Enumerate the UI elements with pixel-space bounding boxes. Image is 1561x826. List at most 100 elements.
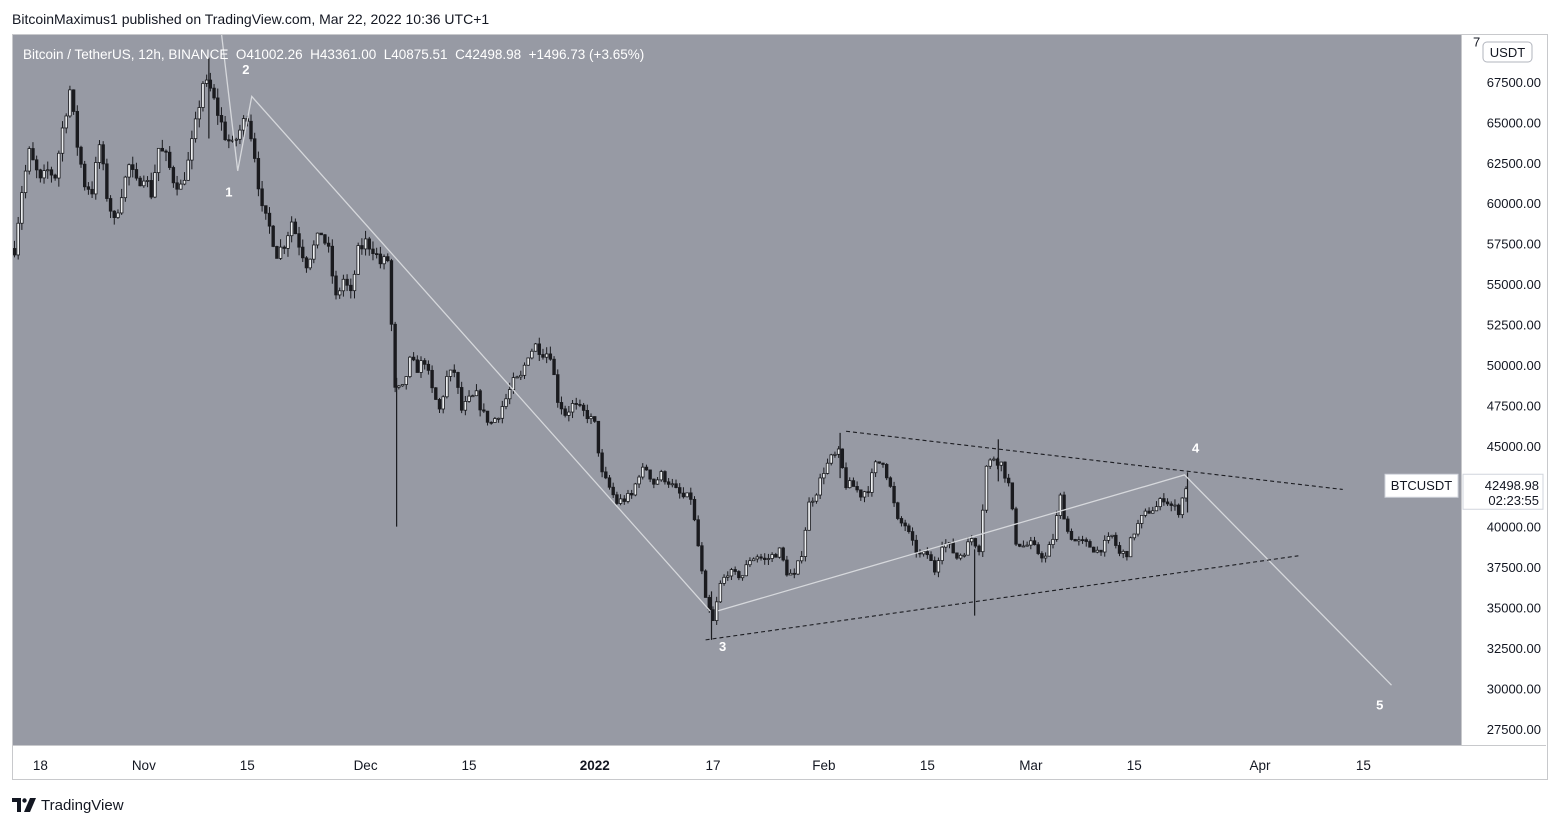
candle-down[interactable]	[345, 278, 349, 286]
time-tick-label[interactable]: 15	[462, 758, 477, 773]
candle-down[interactable]	[482, 409, 486, 412]
candle-down[interactable]	[840, 448, 845, 469]
candle-down[interactable]	[556, 374, 560, 403]
candle-down[interactable]	[877, 461, 881, 464]
candle-up[interactable]	[64, 115, 68, 129]
candle-down[interactable]	[105, 163, 109, 199]
candle-down[interactable]	[933, 560, 937, 573]
candle-up[interactable]	[766, 558, 771, 560]
candle-up[interactable]	[829, 454, 833, 464]
candle-down[interactable]	[75, 111, 79, 148]
candle-up[interactable]	[57, 152, 61, 179]
candle-up[interactable]	[522, 364, 527, 376]
time-tick-label[interactable]: 15	[920, 758, 935, 773]
candle-up[interactable]	[807, 501, 811, 531]
candle-down[interactable]	[899, 518, 904, 524]
bar-countdown-label[interactable]: 02:23:55	[1488, 493, 1539, 508]
candle-down[interactable]	[973, 538, 978, 547]
candle-up[interactable]	[589, 416, 593, 420]
candle-down[interactable]	[90, 188, 94, 195]
candle-down[interactable]	[884, 464, 889, 479]
candle-down[interactable]	[1162, 498, 1166, 503]
candle-down[interactable]	[674, 483, 678, 488]
candle-down[interactable]	[134, 169, 139, 179]
candle-down[interactable]	[781, 547, 785, 561]
candle-down[interactable]	[1036, 544, 1040, 554]
candle-down[interactable]	[149, 180, 153, 198]
price-tick-label-partial[interactable]: 7	[1473, 35, 1480, 49]
candle-up[interactable]	[127, 164, 131, 178]
candle-down[interactable]	[260, 188, 264, 207]
candle-up[interactable]	[397, 385, 401, 388]
wave-label[interactable]: 4	[1192, 440, 1200, 455]
candle-down[interactable]	[53, 174, 57, 179]
candle-down[interactable]	[689, 492, 693, 500]
candle-up[interactable]	[186, 159, 190, 181]
candle-up[interactable]	[493, 418, 497, 423]
candle-up[interactable]	[1047, 544, 1051, 557]
price-tick-label[interactable]: 47500.00	[1487, 398, 1541, 413]
candle-down[interactable]	[171, 167, 176, 184]
candle-up[interactable]	[966, 541, 970, 556]
candle-down[interactable]	[903, 522, 907, 527]
candle-down[interactable]	[319, 232, 323, 236]
candle-down[interactable]	[581, 404, 586, 411]
candle-up[interactable]	[670, 483, 675, 486]
candle-up[interactable]	[729, 569, 734, 577]
candle-up[interactable]	[811, 500, 815, 503]
candle-up[interactable]	[504, 398, 508, 407]
candle-down[interactable]	[888, 477, 893, 487]
tradingview-logo-icon[interactable]	[12, 798, 36, 812]
candle-down[interactable]	[282, 246, 286, 249]
candle-down[interactable]	[101, 144, 105, 165]
time-tick-label[interactable]: 15	[240, 758, 255, 773]
candle-up[interactable]	[796, 560, 800, 575]
time-tick-label[interactable]: 15	[1356, 758, 1371, 773]
candle-up[interactable]	[755, 556, 760, 560]
candle-up[interactable]	[68, 89, 72, 117]
candle-down[interactable]	[663, 471, 667, 483]
candle-down[interactable]	[1040, 553, 1044, 559]
candle-down[interactable]	[112, 210, 116, 218]
price-chart[interactable]: 1 2 3 4 5 BTCUSDT 67500.00 65000.00 62500.00 600…	[13, 35, 1547, 779]
candle-up[interactable]	[655, 479, 660, 485]
candle-up[interactable]	[659, 471, 663, 481]
candle-up[interactable]	[921, 551, 926, 555]
candle-down[interactable]	[585, 409, 590, 420]
candle-up[interactable]	[718, 583, 723, 603]
candle-up[interactable]	[1077, 539, 1081, 542]
last-price-tag[interactable]	[1462, 473, 1544, 510]
candle-down[interactable]	[437, 399, 442, 410]
candle-down[interactable]	[1006, 477, 1011, 484]
candle-down[interactable]	[1176, 504, 1181, 516]
candle-down[interactable]	[330, 245, 335, 277]
candle-down[interactable]	[301, 246, 305, 259]
candle-down[interactable]	[304, 257, 309, 269]
candle-up[interactable]	[182, 179, 187, 185]
wave-label[interactable]: 1	[225, 185, 232, 200]
candle-down[interactable]	[629, 493, 634, 496]
candle-down[interactable]	[1099, 549, 1103, 553]
time-tick-label[interactable]: Mar	[1019, 758, 1043, 773]
candle-down[interactable]	[733, 569, 737, 572]
candle-down[interactable]	[86, 186, 91, 190]
candle-up[interactable]	[341, 278, 346, 292]
candle-up[interactable]	[467, 395, 471, 402]
candle-up[interactable]	[814, 494, 819, 502]
candle-down[interactable]	[600, 452, 604, 473]
candle-down[interactable]	[131, 164, 135, 170]
price-tick-label[interactable]: 27500.00	[1487, 722, 1541, 737]
candle-down[interactable]	[1114, 534, 1118, 546]
candle-down[interactable]	[367, 238, 371, 250]
candle-up[interactable]	[500, 406, 505, 419]
time-tick-label[interactable]: Dec	[354, 758, 378, 773]
plot-area[interactable]: 1 2 3 4 5 BTCUSDT	[13, 35, 1461, 745]
candle-up[interactable]	[474, 390, 479, 397]
candle-down[interactable]	[415, 359, 420, 373]
candle-down[interactable]	[326, 242, 331, 247]
candle-down[interactable]	[907, 525, 911, 532]
candle-down[interactable]	[267, 212, 272, 227]
time-tick-label[interactable]: Feb	[812, 758, 835, 773]
candle-up[interactable]	[1106, 536, 1111, 541]
price-tick-label[interactable]: 50000.00	[1487, 358, 1541, 373]
